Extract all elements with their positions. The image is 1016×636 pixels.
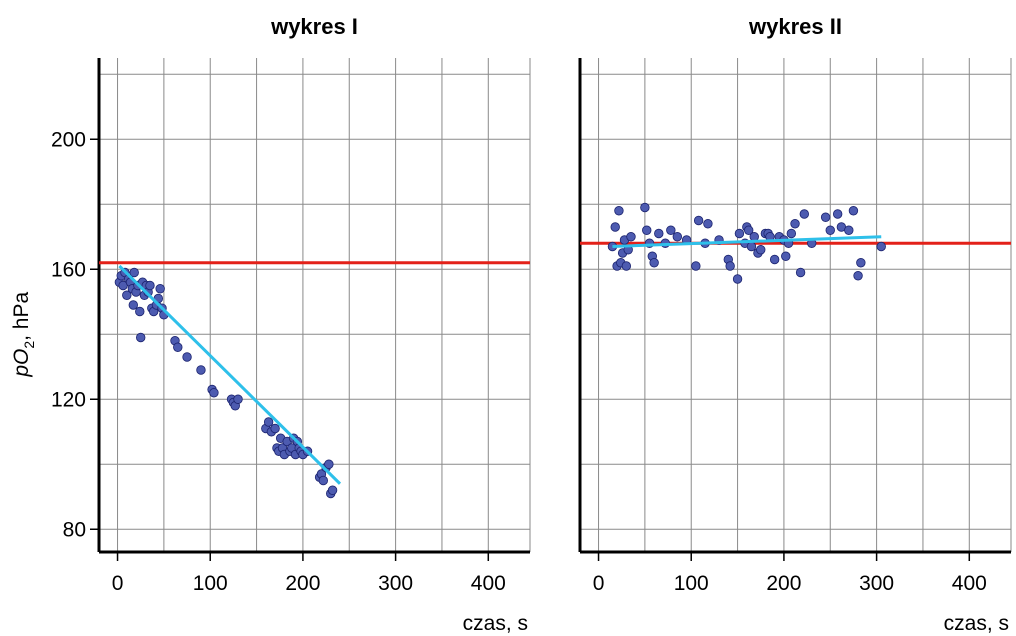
- grid: [99, 58, 531, 552]
- data-point: [196, 365, 206, 375]
- data-point: [649, 258, 659, 268]
- data-point: [790, 219, 800, 229]
- y-axis-label: pO2, hPa: [10, 292, 37, 378]
- data-point: [832, 209, 843, 219]
- data-point: [270, 423, 280, 434]
- x-tick-label: 100: [193, 572, 228, 595]
- data-point: [795, 267, 806, 278]
- data-point: [135, 306, 145, 317]
- x-tick-label: 300: [378, 572, 413, 595]
- data-point: [122, 290, 132, 300]
- data-point: [756, 245, 766, 255]
- data-point: [725, 261, 735, 271]
- x-tick-label: 400: [471, 572, 506, 595]
- data-point: [642, 225, 652, 235]
- data-point: [876, 241, 886, 252]
- data-point: [856, 258, 866, 268]
- data-point: [145, 280, 155, 291]
- chart-title: wykres II: [748, 14, 842, 39]
- data-point: [327, 485, 338, 495]
- data-point: [848, 206, 859, 216]
- data-point: [614, 206, 624, 216]
- data-point: [610, 222, 620, 232]
- data-point: [209, 388, 219, 398]
- data-point: [672, 232, 683, 242]
- x-tick-label: 100: [674, 572, 709, 595]
- data-point: [318, 475, 329, 486]
- data-point: [233, 394, 243, 404]
- data-point: [799, 209, 810, 219]
- x-tick-label: 0: [112, 572, 124, 595]
- y-tick-label: 120: [51, 388, 86, 411]
- data-point: [324, 459, 334, 469]
- y-tick-label: 160: [51, 258, 86, 281]
- data-point: [691, 261, 701, 271]
- x-tick-label: 200: [285, 572, 320, 595]
- data-point: [746, 241, 757, 252]
- data-point: [263, 417, 274, 427]
- panel-wykres-I: wykres I czas, s pO2, hPa 0 100 200 300 400 8…: [10, 14, 531, 635]
- data-point: [820, 212, 831, 222]
- data-point: [640, 202, 650, 213]
- data-point: [853, 271, 863, 281]
- data-points: [607, 202, 886, 284]
- data-point: [621, 261, 632, 271]
- panel-wykres-II: wykres II czas, s 0 100 200 300 400: [578, 14, 1012, 635]
- data-point: [136, 332, 146, 343]
- data-point: [781, 251, 791, 261]
- x-axis-label: czas, s: [944, 612, 1009, 635]
- data-point: [743, 225, 754, 235]
- x-tick-label: 0: [593, 572, 605, 595]
- data-point: [128, 300, 138, 310]
- grid: [580, 58, 1012, 552]
- y-tick-label: 80: [63, 518, 86, 541]
- x-axis-label: czas, s: [463, 612, 528, 635]
- data-point: [626, 232, 636, 242]
- data-point: [173, 342, 183, 352]
- data-point: [844, 225, 854, 235]
- data-point: [693, 215, 704, 226]
- data-point: [825, 225, 835, 235]
- x-tick-label: 200: [766, 572, 801, 595]
- x-tick-label: 300: [859, 572, 894, 595]
- trend-line: [118, 264, 342, 485]
- data-point: [182, 352, 192, 362]
- trend-line: [612, 235, 882, 248]
- data-point: [769, 254, 780, 265]
- data-point: [732, 274, 743, 284]
- data-point: [786, 228, 797, 239]
- data-point: [666, 225, 676, 235]
- x-tick-label: 400: [952, 572, 987, 595]
- data-point: [703, 219, 713, 229]
- y-tick-label: 200: [51, 128, 86, 151]
- data-point: [654, 228, 664, 239]
- chart-title: wykres I: [270, 14, 358, 39]
- data-point: [129, 267, 139, 278]
- data-point: [155, 284, 165, 294]
- data-point: [734, 228, 745, 239]
- data-points: [114, 267, 338, 499]
